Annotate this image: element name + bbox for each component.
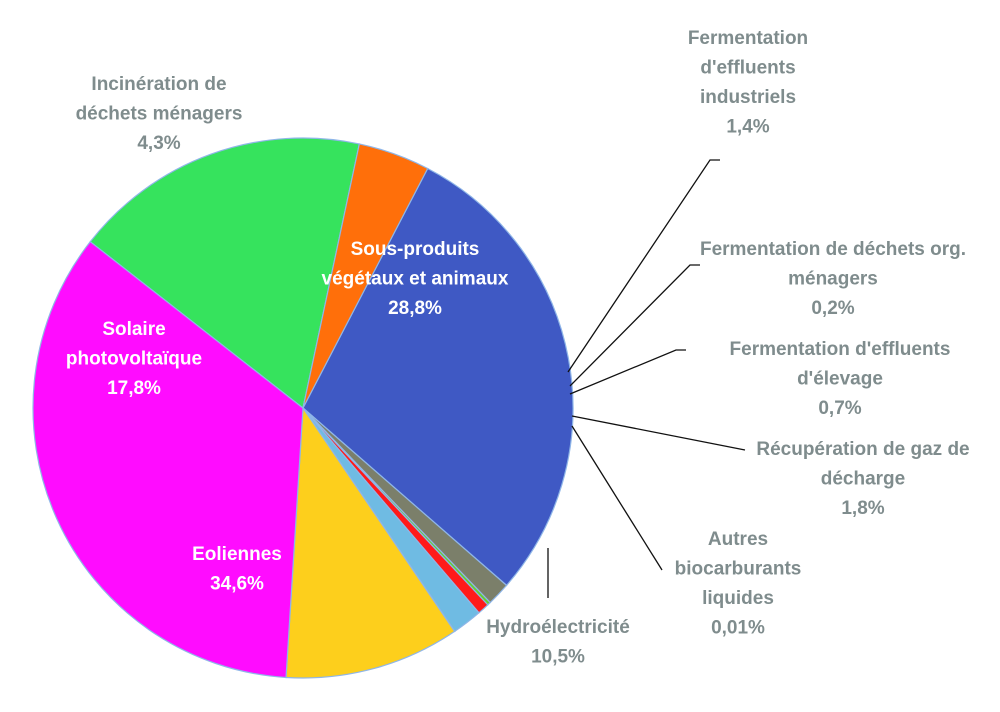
slice-label-line: déchets ménagers: [76, 103, 243, 124]
slice-label-line: Autres: [708, 529, 768, 550]
pie-slice-hydroelectricite: [285, 406, 456, 679]
slice-value-label: 0,01%: [711, 617, 765, 638]
slice-label-line: Incinération de: [91, 74, 226, 95]
slice-label-line: d'élevage: [797, 368, 883, 389]
slice-value-label: 4,3%: [137, 133, 180, 154]
leader-lines: [547, 159, 746, 598]
slice-label-line: ménagers: [788, 268, 878, 289]
slice-value-label: 0,2%: [811, 298, 854, 319]
slice-label-sous-produits: Sous-produits végétaux et animaux 28,8%: [322, 239, 509, 319]
slice-label-solaire-photovoltaique: Solaire photovoltaïque 17,8%: [66, 319, 202, 399]
slice-label-recuperation-gaz: Récupération de gaz de décharge 1,8%: [756, 439, 969, 519]
slice-label-fermentation-dechets-menagers: Fermentation de déchets org. ménagers 0,2%: [700, 239, 966, 319]
slice-value-label: 17,8%: [107, 378, 161, 399]
leader-line-fermentation-effluents-industriels: [567, 159, 720, 373]
leader-line-recuperation-gaz: [571, 415, 746, 451]
slice-label-line: industriels: [700, 87, 796, 108]
slice-value-label: 28,8%: [388, 298, 442, 319]
slice-label-line: végétaux et animaux: [322, 268, 509, 289]
slice-value-label: 34,6%: [210, 573, 264, 594]
leader-line-fermentation-effluents-elevage: [569, 349, 686, 395]
leader-line-autres-biocarburants: [571, 425, 663, 571]
slice-label-line: Fermentation de déchets org.: [700, 239, 966, 260]
pie-slice-sous-produits: [302, 167, 574, 587]
slice-label-fermentation-effluents-industriels: Fermentation d'effluents industriels 1,4%: [688, 28, 808, 138]
slice-value-label: 1,8%: [841, 498, 884, 519]
slice-label-line: Fermentation: [688, 28, 808, 49]
slice-label-line: biocarburants: [675, 558, 802, 579]
pie-slice-solaire-photovoltaique: [89, 137, 361, 410]
slice-label-line: Eoliennes: [192, 544, 282, 565]
slice-label-line: Récupération de gaz de: [756, 439, 969, 460]
slice-value-label: 0,7%: [818, 398, 861, 419]
pie-slice-eoliennes: [32, 240, 304, 679]
slice-label-autres-biocarburants: Autres biocarburants liquides 0,01%: [675, 529, 802, 639]
slice-label-line: Hydroélectricité: [486, 617, 630, 638]
slice-value-label: 1,4%: [726, 116, 769, 137]
slice-label-line: Solaire: [102, 319, 165, 340]
leader-line-fermentation-dechets-menagers: [569, 264, 700, 387]
slice-value-label: 10,5%: [531, 646, 585, 667]
pie-slice-incineration-dechets-menagers: [302, 143, 429, 409]
pie-slices: [32, 137, 574, 679]
slice-label-line: photovoltaïque: [66, 348, 202, 369]
slice-label-eoliennes: Eoliennes 34,6%: [192, 544, 282, 595]
slice-label-line: liquides: [702, 588, 774, 609]
slice-label-hydroelectricite: Hydroélectricité 10,5%: [486, 617, 630, 668]
slice-label-line: décharge: [821, 468, 905, 489]
slice-label-line: Fermentation d'effluents: [730, 339, 951, 360]
slice-label-line: d'effluents: [700, 57, 795, 78]
slice-label-line: Sous-produits: [351, 239, 480, 260]
slice-labels: Sous-produits végétaux et animaux 28,8% Fer…: [66, 28, 970, 668]
slice-label-incineration-dechets-menagers: Incinération de déchets ménagers 4,3%: [76, 74, 243, 154]
slice-label-fermentation-effluents-elevage: Fermentation d'effluents d'élevage 0,7%: [730, 339, 951, 419]
